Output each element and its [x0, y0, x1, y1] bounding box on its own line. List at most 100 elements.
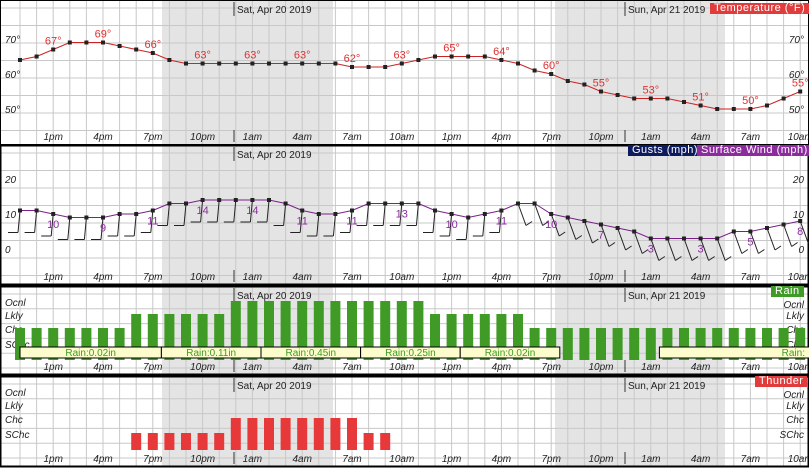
y-tick-label: SChc	[780, 340, 804, 351]
thunder-bar	[214, 433, 225, 450]
x-tick-label: 7pm	[143, 362, 162, 373]
night-shading	[162, 145, 333, 284]
x-tick-label: 7am	[741, 272, 760, 283]
wind-barb	[183, 203, 187, 226]
rain-bar	[164, 314, 175, 360]
rain-bar	[214, 314, 225, 360]
rain-bar	[81, 328, 92, 360]
x-tick-label: 4am	[691, 272, 710, 283]
rain-bar	[98, 328, 108, 360]
wind-barb	[432, 210, 436, 233]
wind-point	[267, 198, 271, 202]
temperature-point	[433, 54, 437, 59]
temperature-point	[765, 103, 769, 108]
wind-barb	[741, 249, 749, 254]
temperature-point	[233, 61, 238, 66]
y-tick-label: 10	[793, 210, 805, 221]
temperature-label: 69°	[95, 29, 112, 41]
wind-point	[449, 212, 454, 216]
temperature-point	[698, 103, 703, 108]
date-label: Sat, Apr 20 2019	[237, 5, 312, 16]
wind-barb	[117, 213, 121, 237]
wind-barb	[749, 231, 759, 254]
wind-point	[134, 212, 139, 216]
y-tick-label: Ocnl	[783, 300, 804, 311]
rain-bar	[795, 328, 806, 360]
wind-point	[416, 201, 421, 206]
temperature-label: 62°	[344, 53, 361, 65]
rain-bar	[546, 328, 557, 360]
wind-label: 11	[147, 216, 158, 228]
wind-point	[399, 201, 404, 206]
x-tick-label: 10am	[788, 132, 809, 143]
rain-amount-box	[459, 346, 561, 359]
temperature-point	[648, 96, 653, 101]
wind-barb	[166, 203, 170, 226]
legend-gusts: Gusts (mph)	[628, 145, 703, 156]
wind-barb	[382, 203, 386, 226]
temperature-point	[781, 96, 786, 101]
wind-label: 7	[598, 230, 604, 242]
y-tick-label: 70°	[5, 35, 20, 46]
wind-point	[715, 236, 720, 241]
wind-barb	[150, 210, 154, 233]
x-tick-label: 1pm	[442, 272, 461, 283]
temperature-point	[67, 40, 72, 45]
temperature-point	[399, 61, 404, 66]
x-tick-label: 4pm	[492, 132, 511, 143]
wind-barb	[658, 256, 666, 261]
rain-bar	[330, 301, 341, 360]
date-label: Sun, Apr 21 2019	[628, 5, 706, 16]
rain-bar	[131, 314, 142, 360]
x-tick-label: 10am	[389, 454, 414, 465]
x-tick-label: 4pm	[93, 272, 112, 283]
x-tick-label: 10pm	[588, 272, 613, 283]
wind-barb	[625, 245, 632, 251]
y-tick-label: 10	[5, 210, 17, 221]
wind-point	[499, 208, 504, 213]
wind-barb	[700, 238, 710, 261]
temperature-point	[532, 68, 537, 73]
wind-point	[433, 208, 437, 213]
wind-point	[333, 212, 338, 216]
x-tick-label: 7am	[342, 454, 361, 465]
wind-barb	[34, 210, 38, 233]
x-tick-label: 7am	[741, 362, 760, 373]
x-tick-label: 4am	[691, 454, 710, 465]
wind-point	[84, 215, 89, 220]
wind-point	[117, 212, 122, 216]
rain-bar	[297, 301, 308, 360]
thunder-bar	[247, 418, 258, 450]
x-tick-label: 1pm	[43, 362, 62, 373]
wind-barb	[583, 220, 593, 244]
wind-point	[250, 198, 255, 202]
wind-label: 14	[246, 205, 258, 217]
temperature-label: 64°	[493, 46, 510, 58]
wind-barb	[366, 203, 370, 226]
y-tick-label: SChc	[5, 430, 29, 441]
wind-point	[482, 212, 487, 216]
x-tick-label: 1pm	[442, 132, 461, 143]
wind-point	[731, 229, 736, 234]
wind-label: 11	[296, 216, 307, 228]
x-tick-label: 10pm	[190, 272, 215, 283]
rain-bar	[15, 328, 25, 360]
temperature-label: 65°	[443, 43, 460, 55]
x-tick-label: 10am	[389, 362, 414, 373]
x-tick-label: 7pm	[541, 362, 560, 373]
legend-rain: Rain	[771, 286, 804, 297]
x-tick-label: 7am	[342, 272, 361, 283]
wind-barb	[592, 238, 599, 244]
wind-point	[283, 201, 288, 206]
wind-label: 5	[747, 237, 753, 249]
temperature-line	[19, 42, 801, 110]
rain-bar	[430, 314, 440, 360]
temperature-point	[416, 58, 421, 62]
x-tick-label: 4pm	[492, 272, 511, 283]
temperature-point	[516, 61, 520, 66]
temperature-point	[51, 47, 56, 52]
thunder-bar	[131, 433, 142, 450]
rain-bar	[596, 328, 606, 360]
x-tick-label: 7pm	[541, 272, 560, 283]
